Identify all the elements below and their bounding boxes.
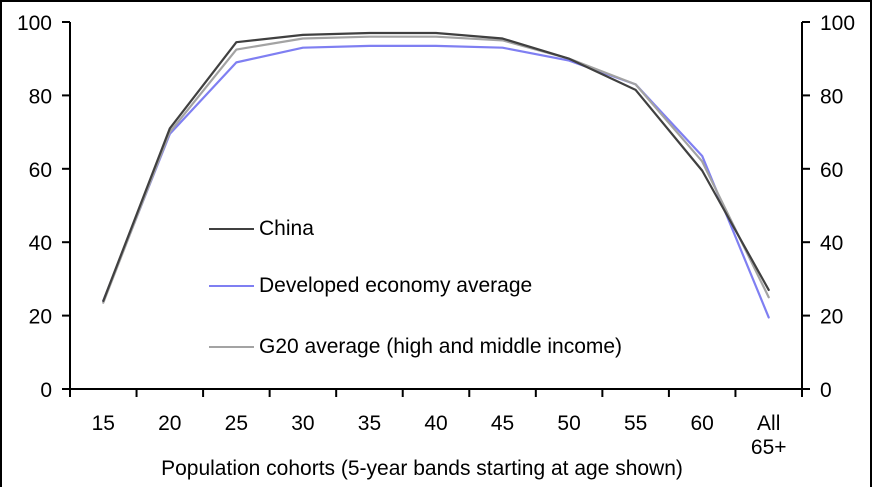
legend-label-china: China [259, 217, 314, 240]
x-tick-label-45: 45 [491, 412, 514, 435]
x-tick-label-all-65-line2: 65+ [751, 436, 787, 459]
series-line-china [102, 31, 770, 303]
x-tick-label-25: 25 [225, 412, 248, 435]
g20-average-line-swatch-icon [209, 346, 254, 348]
x-tick-label-50: 50 [557, 412, 580, 435]
y-tick-label-right-20: 20 [820, 306, 843, 329]
y-tick-label-right-60: 60 [820, 159, 843, 182]
x-tick-label-40: 40 [424, 412, 447, 435]
x-axis-title: Population cohorts (5-year bands startin… [161, 457, 683, 480]
y-tick-label-right-100: 100 [820, 12, 855, 35]
series-line-developed-economy-average [102, 44, 770, 319]
x-tick-label-60: 60 [691, 412, 714, 435]
y-tick-label-right-40: 40 [820, 232, 843, 255]
x-tick-label-all-65: All [757, 412, 780, 435]
x-tick-label-35: 35 [358, 412, 381, 435]
x-tick-label-55: 55 [624, 412, 647, 435]
series-line-g20-average-high-and-middle-income [102, 35, 770, 304]
y-tick-label-left-20: 20 [29, 306, 52, 329]
y-tick-label-right-80: 80 [820, 85, 843, 108]
y-tick-label-left-60: 60 [29, 159, 52, 182]
legend-label-developed-economy-average: Developed economy average [259, 274, 533, 297]
x-tick-label-20: 20 [158, 412, 181, 435]
x-tick-label-15: 15 [92, 412, 115, 435]
y-tick-label-right-0: 0 [820, 379, 832, 402]
y-tick-label-left-0: 0 [40, 379, 52, 402]
x-tick-label-30: 30 [291, 412, 314, 435]
y-tick-label-left-40: 40 [29, 232, 52, 255]
y-tick-label-left-80: 80 [29, 85, 52, 108]
legend-item-g20-average: G20 average (high and middle income) [209, 335, 622, 359]
china-line-swatch-icon [209, 228, 254, 230]
y-tick-label-left-100: 100 [17, 12, 52, 35]
legend-label-g20-average: G20 average (high and middle income) [259, 335, 623, 358]
legend-item-china: China [209, 217, 314, 241]
legend-item-developed-economy-average: Developed economy average [209, 274, 532, 298]
developed-economy-line-swatch-icon [209, 285, 254, 287]
